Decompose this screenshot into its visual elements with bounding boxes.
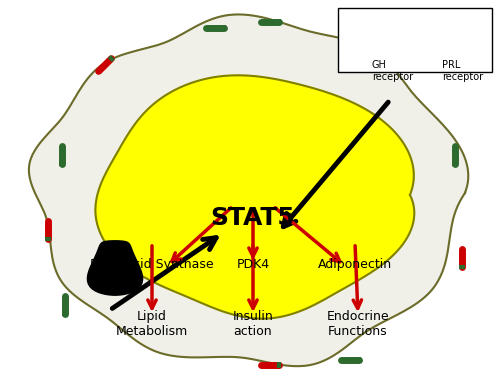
Text: GH
receptor: GH receptor	[372, 60, 413, 81]
Text: PRL
receptor: PRL receptor	[442, 60, 483, 81]
Text: STAT5: STAT5	[210, 206, 296, 230]
FancyBboxPatch shape	[338, 8, 492, 72]
Text: Adiponectin: Adiponectin	[318, 258, 392, 271]
Text: PDK4: PDK4	[236, 258, 270, 271]
Polygon shape	[96, 75, 414, 319]
Text: Fatty Acid Synthase: Fatty Acid Synthase	[90, 258, 214, 271]
Text: Endocrine
Functions: Endocrine Functions	[326, 310, 390, 338]
Polygon shape	[29, 14, 468, 366]
Text: Lipid
Metabolism: Lipid Metabolism	[116, 310, 188, 338]
Text: Insulin
action: Insulin action	[232, 310, 274, 338]
Polygon shape	[88, 241, 142, 295]
